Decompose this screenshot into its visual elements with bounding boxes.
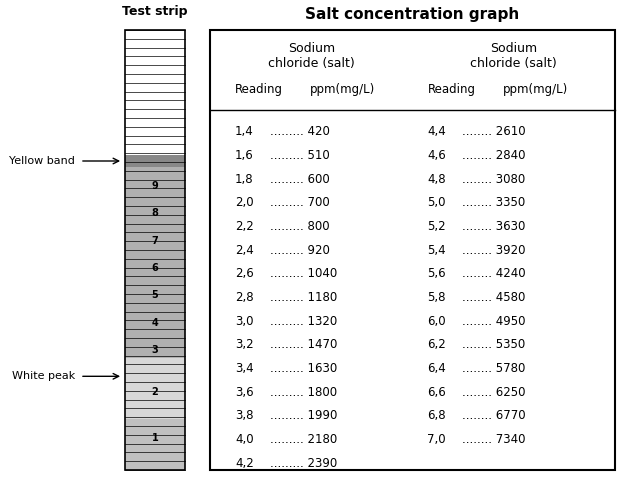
Text: ppm(mg/L): ppm(mg/L) [503, 83, 568, 96]
Text: ........ 4580: ........ 4580 [463, 291, 526, 304]
Text: 2,2: 2,2 [235, 220, 254, 233]
Text: ......... 600: ......... 600 [270, 172, 330, 186]
Text: 3: 3 [151, 345, 158, 355]
Text: 7,0: 7,0 [428, 433, 446, 446]
Text: 1: 1 [151, 433, 158, 443]
Bar [125, 155, 185, 167]
Text: 6,2: 6,2 [428, 338, 446, 351]
Text: 4: 4 [151, 318, 158, 328]
Text: 2,0: 2,0 [235, 196, 254, 209]
Text: Sodium: Sodium [490, 42, 537, 55]
Text: 5,4: 5,4 [428, 244, 446, 256]
Bar [125, 30, 185, 470]
Text: ......... 1040: ......... 1040 [270, 267, 337, 280]
Text: ........ 3080: ........ 3080 [463, 172, 526, 186]
Text: ........ 3630: ........ 3630 [463, 220, 526, 233]
Text: 6,4: 6,4 [428, 362, 446, 375]
Text: ........ 6770: ........ 6770 [463, 410, 526, 422]
Text: 4,6: 4,6 [428, 149, 446, 162]
Text: ......... 1320: ......... 1320 [270, 315, 337, 328]
Text: 5,6: 5,6 [428, 267, 446, 280]
Text: 5,8: 5,8 [428, 291, 446, 304]
Text: 3,4: 3,4 [235, 362, 254, 375]
Text: ........ 3350: ........ 3350 [463, 196, 526, 209]
Text: 7: 7 [151, 236, 158, 246]
Text: ......... 1180: ......... 1180 [270, 291, 337, 304]
Text: ........ 3920: ........ 3920 [463, 244, 526, 256]
Text: 3,8: 3,8 [235, 410, 254, 422]
Text: ......... 800: ......... 800 [270, 220, 330, 233]
Text: 2,6: 2,6 [235, 267, 254, 280]
Bar [210, 30, 615, 470]
Text: ........ 2840: ........ 2840 [463, 149, 526, 162]
Text: 2,4: 2,4 [235, 244, 254, 256]
Text: ........ 2610: ........ 2610 [463, 125, 526, 138]
Bar [125, 30, 185, 155]
Text: Sodium: Sodium [288, 42, 335, 55]
Text: ......... 420: ......... 420 [270, 125, 330, 138]
Text: 9: 9 [151, 181, 158, 191]
Text: 3,2: 3,2 [235, 338, 254, 351]
Text: ........ 5350: ........ 5350 [463, 338, 526, 351]
Text: 5: 5 [151, 290, 158, 300]
Text: 6,0: 6,0 [428, 315, 446, 328]
Text: 3,6: 3,6 [235, 386, 254, 399]
Text: 1,8: 1,8 [235, 172, 254, 186]
Text: 6,6: 6,6 [428, 386, 446, 399]
Text: chloride (salt): chloride (salt) [268, 58, 354, 71]
Text: ......... 700: ......... 700 [270, 196, 330, 209]
Text: ........ 4950: ........ 4950 [463, 315, 526, 328]
Text: Salt concentration graph: Salt concentration graph [305, 7, 520, 22]
Text: 8: 8 [151, 208, 158, 218]
Text: 2: 2 [151, 387, 158, 397]
Text: Reading: Reading [235, 83, 283, 96]
Text: ......... 510: ......... 510 [270, 149, 330, 162]
Text: 3,0: 3,0 [235, 315, 254, 328]
Text: 6: 6 [151, 263, 158, 273]
Text: ......... 920: ......... 920 [270, 244, 330, 256]
Text: ......... 2180: ......... 2180 [270, 433, 337, 446]
Text: ......... 1470: ......... 1470 [270, 338, 337, 351]
Text: ......... 1990: ......... 1990 [270, 410, 337, 422]
Bar [125, 419, 185, 470]
Text: Test strip: Test strip [122, 5, 188, 18]
Text: 4,8: 4,8 [428, 172, 446, 186]
Text: Yellow band: Yellow band [9, 156, 75, 166]
Text: 4,0: 4,0 [235, 433, 254, 446]
Text: 1,4: 1,4 [235, 125, 254, 138]
Text: chloride (salt): chloride (salt) [470, 58, 557, 71]
Text: ........ 4240: ........ 4240 [463, 267, 526, 280]
Text: ........ 6250: ........ 6250 [463, 386, 526, 399]
Text: 1,6: 1,6 [235, 149, 254, 162]
Text: 5,2: 5,2 [428, 220, 446, 233]
Text: ......... 1800: ......... 1800 [270, 386, 337, 399]
Text: ........ 5780: ........ 5780 [463, 362, 526, 375]
Bar [125, 358, 185, 419]
Text: ......... 2390: ......... 2390 [270, 457, 337, 470]
Text: Reading: Reading [428, 83, 476, 96]
Bar [125, 167, 185, 358]
Text: ........ 7340: ........ 7340 [463, 433, 526, 446]
Text: 5,0: 5,0 [428, 196, 446, 209]
Text: 6,8: 6,8 [428, 410, 446, 422]
Text: ......... 1630: ......... 1630 [270, 362, 337, 375]
Text: 4,4: 4,4 [428, 125, 446, 138]
Text: White peak: White peak [12, 371, 75, 381]
Text: 2,8: 2,8 [235, 291, 254, 304]
Text: ppm(mg/L): ppm(mg/L) [310, 83, 375, 96]
Text: 4,2: 4,2 [235, 457, 254, 470]
